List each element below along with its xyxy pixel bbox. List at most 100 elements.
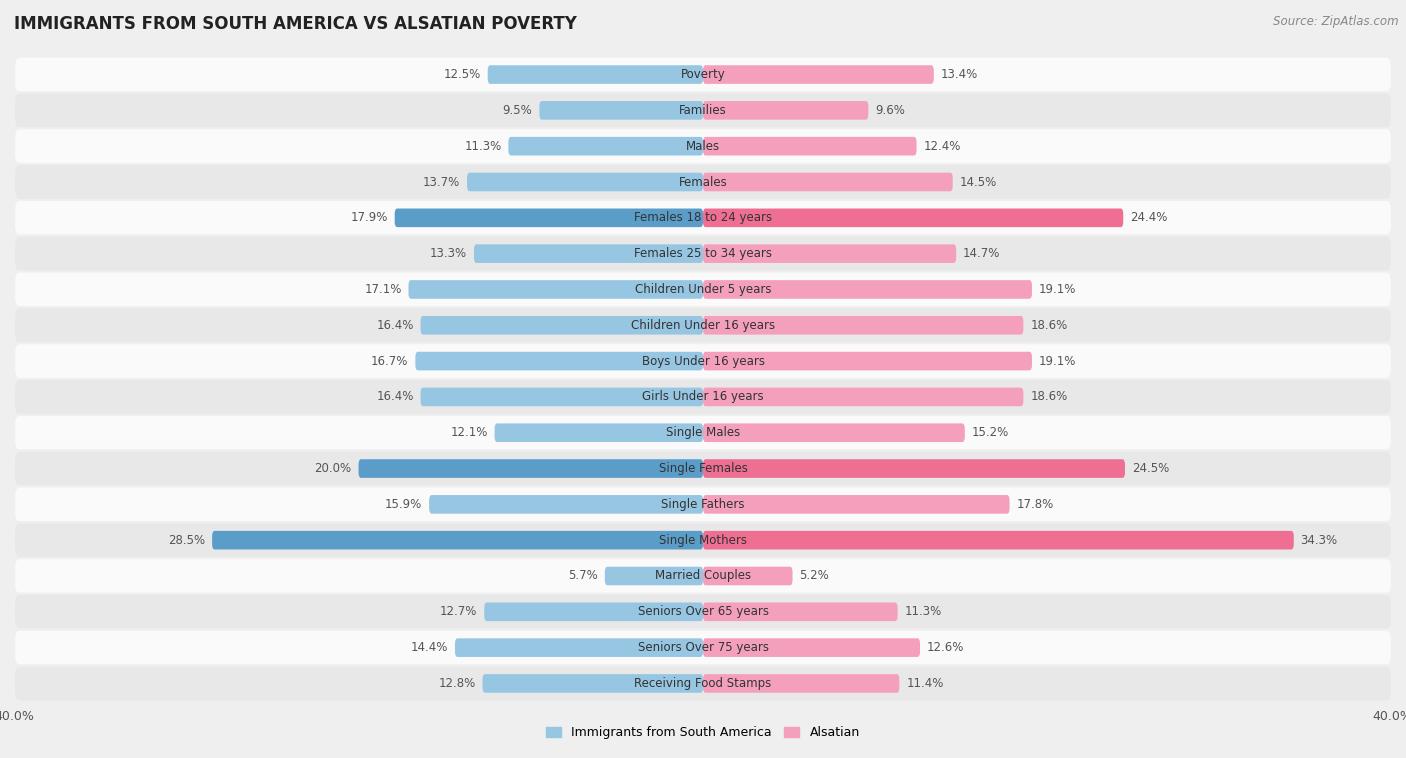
FancyBboxPatch shape — [703, 603, 897, 621]
Text: 11.4%: 11.4% — [907, 677, 943, 690]
Text: 24.5%: 24.5% — [1132, 462, 1170, 475]
Text: Source: ZipAtlas.com: Source: ZipAtlas.com — [1274, 15, 1399, 28]
Text: 17.1%: 17.1% — [364, 283, 402, 296]
FancyBboxPatch shape — [14, 343, 1392, 379]
FancyBboxPatch shape — [14, 92, 1392, 128]
Text: 13.3%: 13.3% — [430, 247, 467, 260]
Text: 11.3%: 11.3% — [464, 139, 502, 152]
Text: 12.1%: 12.1% — [450, 426, 488, 439]
FancyBboxPatch shape — [703, 173, 953, 191]
Text: 18.6%: 18.6% — [1031, 390, 1067, 403]
FancyBboxPatch shape — [14, 415, 1392, 451]
FancyBboxPatch shape — [14, 200, 1392, 236]
Text: 9.5%: 9.5% — [503, 104, 533, 117]
FancyBboxPatch shape — [482, 674, 703, 693]
FancyBboxPatch shape — [212, 531, 703, 550]
Text: Single Fathers: Single Fathers — [661, 498, 745, 511]
Text: 16.4%: 16.4% — [377, 319, 413, 332]
FancyBboxPatch shape — [395, 208, 703, 227]
FancyBboxPatch shape — [703, 137, 917, 155]
Text: Females: Females — [679, 176, 727, 189]
Text: Single Mothers: Single Mothers — [659, 534, 747, 547]
FancyBboxPatch shape — [14, 236, 1392, 271]
Text: IMMIGRANTS FROM SOUTH AMERICA VS ALSATIAN POVERTY: IMMIGRANTS FROM SOUTH AMERICA VS ALSATIA… — [14, 15, 576, 33]
Text: 12.7%: 12.7% — [440, 606, 478, 619]
Text: 18.6%: 18.6% — [1031, 319, 1067, 332]
Text: Females 18 to 24 years: Females 18 to 24 years — [634, 211, 772, 224]
Text: 13.4%: 13.4% — [941, 68, 979, 81]
Text: Males: Males — [686, 139, 720, 152]
Text: 5.2%: 5.2% — [800, 569, 830, 582]
FancyBboxPatch shape — [14, 522, 1392, 558]
Legend: Immigrants from South America, Alsatian: Immigrants from South America, Alsatian — [541, 722, 865, 744]
FancyBboxPatch shape — [484, 603, 703, 621]
Text: Single Males: Single Males — [666, 426, 740, 439]
Text: 11.3%: 11.3% — [904, 606, 942, 619]
FancyBboxPatch shape — [703, 280, 1032, 299]
FancyBboxPatch shape — [703, 352, 1032, 371]
FancyBboxPatch shape — [703, 459, 1125, 478]
FancyBboxPatch shape — [703, 208, 1123, 227]
Text: 28.5%: 28.5% — [169, 534, 205, 547]
FancyBboxPatch shape — [14, 57, 1392, 92]
Text: Boys Under 16 years: Boys Under 16 years — [641, 355, 765, 368]
FancyBboxPatch shape — [495, 424, 703, 442]
Text: Girls Under 16 years: Girls Under 16 years — [643, 390, 763, 403]
Text: 16.4%: 16.4% — [377, 390, 413, 403]
Text: 15.9%: 15.9% — [385, 498, 422, 511]
Text: 15.2%: 15.2% — [972, 426, 1010, 439]
Text: 19.1%: 19.1% — [1039, 283, 1076, 296]
FancyBboxPatch shape — [703, 244, 956, 263]
Text: 9.6%: 9.6% — [875, 104, 905, 117]
FancyBboxPatch shape — [703, 424, 965, 442]
Text: 13.7%: 13.7% — [423, 176, 460, 189]
FancyBboxPatch shape — [14, 379, 1392, 415]
FancyBboxPatch shape — [14, 487, 1392, 522]
Text: Children Under 16 years: Children Under 16 years — [631, 319, 775, 332]
FancyBboxPatch shape — [474, 244, 703, 263]
Text: Seniors Over 75 years: Seniors Over 75 years — [637, 641, 769, 654]
FancyBboxPatch shape — [14, 451, 1392, 487]
Text: Seniors Over 65 years: Seniors Over 65 years — [637, 606, 769, 619]
Text: 19.1%: 19.1% — [1039, 355, 1076, 368]
Text: 5.7%: 5.7% — [568, 569, 598, 582]
FancyBboxPatch shape — [509, 137, 703, 155]
Text: 12.6%: 12.6% — [927, 641, 965, 654]
FancyBboxPatch shape — [488, 65, 703, 84]
FancyBboxPatch shape — [14, 307, 1392, 343]
FancyBboxPatch shape — [703, 531, 1294, 550]
FancyBboxPatch shape — [540, 101, 703, 120]
FancyBboxPatch shape — [409, 280, 703, 299]
Text: Children Under 5 years: Children Under 5 years — [634, 283, 772, 296]
FancyBboxPatch shape — [703, 674, 900, 693]
FancyBboxPatch shape — [703, 101, 869, 120]
Text: 14.4%: 14.4% — [411, 641, 449, 654]
FancyBboxPatch shape — [415, 352, 703, 371]
Text: Poverty: Poverty — [681, 68, 725, 81]
FancyBboxPatch shape — [703, 65, 934, 84]
FancyBboxPatch shape — [605, 567, 703, 585]
Text: 20.0%: 20.0% — [315, 462, 352, 475]
FancyBboxPatch shape — [429, 495, 703, 514]
Text: Families: Families — [679, 104, 727, 117]
Text: 34.3%: 34.3% — [1301, 534, 1337, 547]
FancyBboxPatch shape — [456, 638, 703, 657]
FancyBboxPatch shape — [14, 630, 1392, 666]
FancyBboxPatch shape — [420, 316, 703, 334]
Text: Single Females: Single Females — [658, 462, 748, 475]
FancyBboxPatch shape — [703, 387, 1024, 406]
Text: 14.7%: 14.7% — [963, 247, 1001, 260]
Text: 12.4%: 12.4% — [924, 139, 960, 152]
FancyBboxPatch shape — [467, 173, 703, 191]
Text: 17.9%: 17.9% — [350, 211, 388, 224]
Text: Married Couples: Married Couples — [655, 569, 751, 582]
FancyBboxPatch shape — [703, 567, 793, 585]
FancyBboxPatch shape — [359, 459, 703, 478]
Text: 16.7%: 16.7% — [371, 355, 409, 368]
FancyBboxPatch shape — [420, 387, 703, 406]
Text: 17.8%: 17.8% — [1017, 498, 1053, 511]
FancyBboxPatch shape — [14, 666, 1392, 701]
FancyBboxPatch shape — [703, 638, 920, 657]
FancyBboxPatch shape — [14, 164, 1392, 200]
FancyBboxPatch shape — [14, 128, 1392, 164]
